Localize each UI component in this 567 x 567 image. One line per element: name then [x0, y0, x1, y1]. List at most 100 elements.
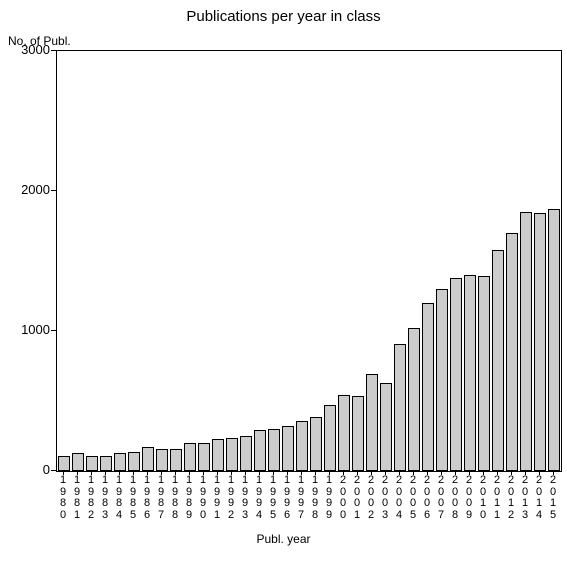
bar	[492, 250, 504, 471]
x-tick-mark	[217, 470, 218, 475]
bar-slot	[197, 51, 211, 471]
x-tick-label: 1 9 8 8	[168, 475, 182, 521]
bar	[534, 213, 546, 471]
bar-slot	[365, 51, 379, 471]
x-tick-mark	[259, 470, 260, 475]
bar-slot	[183, 51, 197, 471]
bar-slot	[407, 51, 421, 471]
x-tick-mark	[441, 470, 442, 475]
bar-slot	[393, 51, 407, 471]
bar	[422, 303, 434, 471]
bar-slot	[421, 51, 435, 471]
y-tick-label: 3000	[10, 42, 50, 57]
bar	[548, 209, 560, 471]
x-tick-label: 1 9 9 9	[322, 475, 336, 521]
y-tick-mark	[51, 190, 56, 191]
x-tick-mark	[301, 470, 302, 475]
x-tick-mark	[385, 470, 386, 475]
bar-slot	[267, 51, 281, 471]
bar	[184, 443, 196, 471]
bar	[338, 395, 350, 471]
bar	[436, 289, 448, 471]
x-tick-label: 1 9 9 4	[252, 475, 266, 521]
x-tick-label: 2 0 0 9	[462, 475, 476, 521]
x-tick-mark	[469, 470, 470, 475]
bar-slot	[449, 51, 463, 471]
x-tick-mark	[357, 470, 358, 475]
x-tick-mark	[553, 470, 554, 475]
x-tick-mark	[133, 470, 134, 475]
bar-slot	[351, 51, 365, 471]
x-tick-label: 1 9 8 5	[126, 475, 140, 521]
x-tick-label: 2 0 0 7	[434, 475, 448, 521]
x-tick-mark	[147, 470, 148, 475]
x-tick-mark	[245, 470, 246, 475]
bar-slot	[309, 51, 323, 471]
x-tick-label: 2 0 1 2	[504, 475, 518, 521]
bar	[394, 344, 406, 471]
x-tick-label: 1 9 8 6	[140, 475, 154, 521]
x-tick-mark	[63, 470, 64, 475]
bar-slot	[239, 51, 253, 471]
x-axis-label: Publ. year	[0, 532, 567, 546]
x-tick-label: 1 9 8 4	[112, 475, 126, 521]
bar	[464, 275, 476, 471]
x-tick-mark	[77, 470, 78, 475]
x-tick-mark	[161, 470, 162, 475]
x-tick-label: 1 9 9 7	[294, 475, 308, 521]
chart-container: Publications per year in class No. of Pu…	[0, 0, 567, 567]
plot-area	[56, 50, 562, 472]
bar	[506, 233, 518, 471]
bar	[380, 383, 392, 471]
bar-slot	[127, 51, 141, 471]
x-tick-label: 2 0 0 1	[350, 475, 364, 521]
y-tick-mark	[51, 330, 56, 331]
bar-slot	[113, 51, 127, 471]
bar-slot	[379, 51, 393, 471]
x-tick-mark	[203, 470, 204, 475]
bar-slot	[519, 51, 533, 471]
bar-slot	[463, 51, 477, 471]
x-tick-mark	[511, 470, 512, 475]
bar-slot	[337, 51, 351, 471]
bar-slot	[505, 51, 519, 471]
bar-slot	[253, 51, 267, 471]
bar	[268, 429, 280, 471]
bar	[128, 452, 140, 471]
x-tick-label: 2 0 1 5	[546, 475, 560, 521]
x-tick-mark	[455, 470, 456, 475]
x-tick-label: 1 9 9 0	[196, 475, 210, 521]
x-tick-label: 2 0 0 5	[406, 475, 420, 521]
bar-slot	[477, 51, 491, 471]
x-tick-mark	[105, 470, 106, 475]
x-tick-label: 2 0 1 1	[490, 475, 504, 521]
x-tick-mark	[413, 470, 414, 475]
bar	[114, 453, 126, 471]
bar-slot	[85, 51, 99, 471]
bar	[352, 396, 364, 471]
bar-slot	[281, 51, 295, 471]
bar	[72, 453, 84, 471]
x-tick-label: 1 9 8 9	[182, 475, 196, 521]
bar-slot	[169, 51, 183, 471]
x-tick-label: 1 9 9 8	[308, 475, 322, 521]
bar	[324, 405, 336, 471]
bar-slot	[141, 51, 155, 471]
x-tick-mark	[189, 470, 190, 475]
x-tick-label: 1 9 9 2	[224, 475, 238, 521]
x-tick-label: 1 9 8 3	[98, 475, 112, 521]
bar-slot	[71, 51, 85, 471]
x-tick-mark	[315, 470, 316, 475]
x-tick-label: 1 9 8 2	[84, 475, 98, 521]
bar-slot	[533, 51, 547, 471]
x-tick-mark	[427, 470, 428, 475]
x-tick-label: 2 0 0 2	[364, 475, 378, 521]
bar-slot	[57, 51, 71, 471]
x-tick-mark	[525, 470, 526, 475]
bar-slot	[435, 51, 449, 471]
x-tick-label: 1 9 9 6	[280, 475, 294, 521]
x-tick-row: 1 9 8 01 9 8 11 9 8 21 9 8 31 9 8 41 9 8…	[56, 475, 560, 521]
bar	[254, 430, 266, 471]
bar	[212, 439, 224, 471]
bar	[170, 449, 182, 471]
